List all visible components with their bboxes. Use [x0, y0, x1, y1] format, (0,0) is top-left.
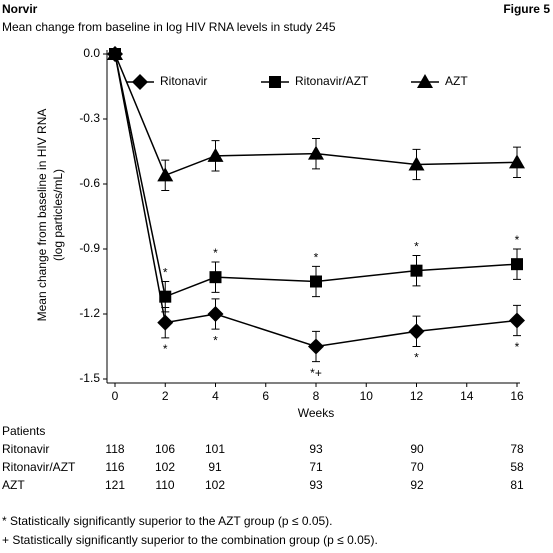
x-tick-label: 8: [313, 389, 320, 403]
marker: [408, 156, 425, 171]
annotation: *: [213, 333, 218, 347]
annotation: *: [414, 240, 419, 254]
y-tick-label: -1.2: [79, 306, 100, 320]
y-tick-label: -0.9: [79, 241, 100, 255]
brand: Norvir: [2, 2, 38, 16]
table-cell: 58: [510, 460, 524, 474]
table-cell: 102: [205, 478, 225, 492]
series-line: [114, 53, 518, 348]
x-tick-label: 0: [112, 389, 119, 403]
table-row-label: Ritonavir/AZT: [2, 460, 76, 474]
legend-marker: [417, 74, 433, 88]
legend-label: Ritonavir: [160, 74, 207, 88]
x-tick-label: 10: [360, 389, 374, 403]
annotation: *: [515, 233, 520, 247]
marker: [157, 314, 174, 331]
series-line: [114, 53, 518, 177]
table-cell: 81: [510, 478, 524, 492]
annotation: *: [213, 246, 218, 260]
marker: [509, 312, 525, 329]
y-tick-label: 0.0: [83, 46, 100, 60]
marker: [157, 167, 174, 182]
marker: [308, 145, 324, 160]
y-tick-label: -0.3: [79, 111, 100, 125]
x-tick-label: 14: [460, 389, 474, 403]
table-cell: 91: [208, 460, 222, 474]
marker: [209, 271, 222, 284]
table-cell: 93: [309, 478, 323, 492]
annotation: *: [314, 251, 319, 265]
annotation: *+: [310, 366, 322, 380]
table-cell: 110: [155, 478, 174, 492]
marker: [207, 306, 224, 322]
table-cell: 93: [309, 442, 323, 456]
annotation: *: [414, 351, 419, 365]
table-cell: 106: [155, 442, 175, 456]
marker: [107, 46, 123, 60]
y-axis-label: Mean change from baseline in HIV RNA: [35, 109, 49, 322]
table-cell: 121: [105, 478, 125, 492]
x-tick-label: 6: [262, 389, 269, 403]
annotation: *: [163, 342, 168, 356]
table-cell: 116: [105, 460, 124, 474]
y-tick-label: -1.5: [79, 371, 100, 385]
y-axis-label: (log particles/mL): [51, 169, 65, 261]
marker: [207, 147, 224, 162]
marker: [408, 323, 425, 340]
x-axis-label: Weeks: [298, 406, 334, 420]
x-tick-label: 16: [510, 389, 524, 403]
table-title: Patients: [2, 424, 45, 438]
x-tick-label: 2: [162, 389, 169, 403]
table-cell: 102: [155, 460, 175, 474]
marker: [509, 154, 525, 169]
table-row-label: Ritonavir: [2, 442, 49, 456]
table-cell: 70: [410, 460, 424, 474]
series-line: [114, 53, 518, 298]
figure-label: Figure 5: [503, 2, 550, 16]
table-cell: 118: [105, 442, 124, 456]
marker: [511, 258, 523, 271]
table-cell: 101: [205, 442, 225, 456]
marker: [159, 290, 172, 303]
legend-label: AZT: [445, 74, 468, 88]
annotation: *: [163, 266, 168, 280]
marker: [410, 264, 423, 277]
footnote: + Statistically significantly superior t…: [2, 533, 378, 547]
marker: [310, 275, 322, 288]
marker: [308, 338, 324, 355]
table-cell: 71: [309, 460, 323, 474]
legend-label: Ritonavir/AZT: [295, 74, 369, 88]
annotation: *: [515, 340, 520, 354]
y-tick-label: -0.6: [79, 176, 100, 190]
x-tick-label: 4: [212, 389, 219, 403]
table-cell: 92: [410, 478, 424, 492]
subtitle: Mean change from baseline in log HIV RNA…: [2, 20, 336, 34]
x-tick-label: 12: [410, 389, 424, 403]
table-cell: 90: [410, 442, 424, 456]
footnote: * Statistically significantly superior t…: [2, 514, 333, 528]
table-cell: 78: [510, 442, 524, 456]
table-row-label: AZT: [2, 478, 25, 492]
